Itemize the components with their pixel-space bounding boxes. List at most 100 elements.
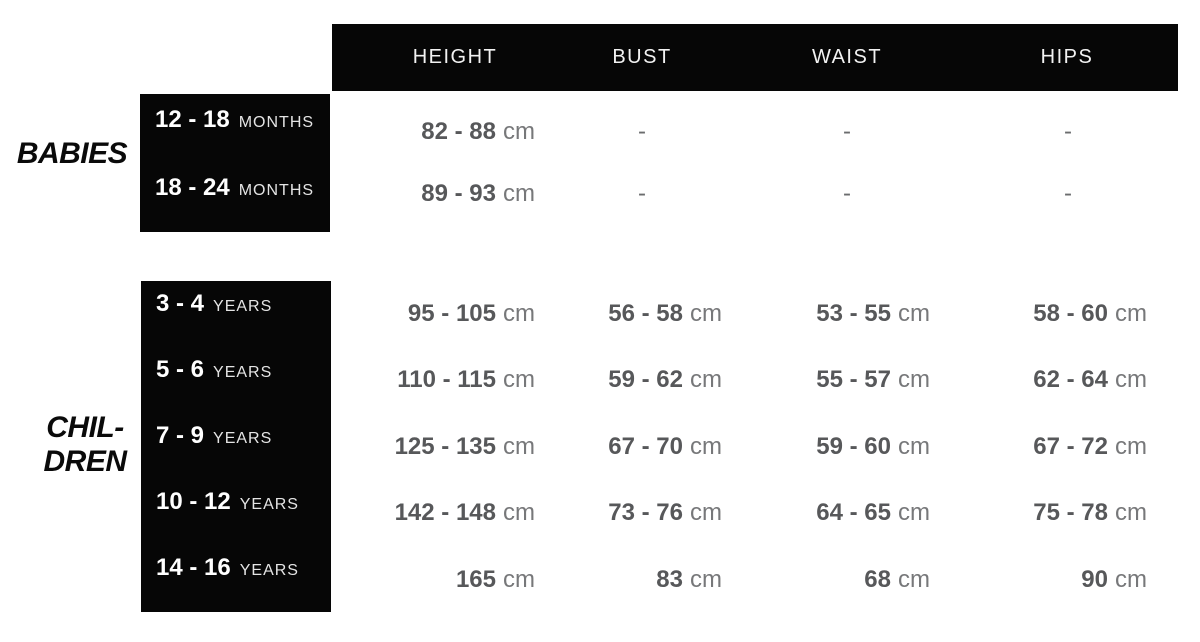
value: 90 [1081, 566, 1108, 593]
unit-label: cm [503, 300, 535, 327]
table-header-bar: HEIGHT BUST WAIST HIPS [332, 24, 1178, 91]
babies-section-label: BABIES [16, 137, 128, 170]
unit-label: cm [690, 499, 722, 526]
unit-label: cm [1115, 300, 1147, 327]
age-unit: YEARS [213, 298, 273, 315]
unit-label: cm [898, 300, 930, 327]
cell-hips-babies-0: - [1064, 118, 1072, 145]
value: 73 - 76 [608, 499, 683, 526]
cell-waist-children-3: 64 - 65 cm [700, 498, 930, 528]
age-range: 5 - 6 [156, 356, 205, 383]
cell-bust-children-2: 67 - 70 cm [492, 432, 722, 462]
unit-label: cm [898, 566, 930, 593]
unit-label: cm [898, 366, 930, 393]
cell-hips-children-0: 58 - 60 cm [917, 299, 1147, 329]
value: 125 - 135 [394, 433, 496, 460]
cell-hips-children-2: 67 - 72 cm [917, 432, 1147, 462]
value: 165 [455, 566, 496, 593]
cell-bust-babies-0: - [638, 118, 646, 145]
cell-height-children-0: 95 - 105 cm [305, 299, 535, 329]
children-label-line2: DREN [43, 445, 127, 478]
age-range: 3 - 4 [156, 290, 205, 317]
unit-label: cm [1115, 433, 1147, 460]
age-row-14-16-years: 14 - 16 YEARS [156, 553, 299, 583]
value: 64 - 65 [816, 499, 891, 526]
cell-height-children-2: 125 - 135 cm [305, 432, 535, 462]
cell-waist-children-1: 55 - 57 cm [700, 365, 930, 395]
value: 83 [656, 566, 683, 593]
cell-bust-children-1: 59 - 62 cm [492, 365, 722, 395]
cell-height-children-4: 165 cm [305, 565, 535, 595]
age-range: 12 - 18 [155, 106, 230, 133]
column-header-waist: WAIST [811, 46, 883, 68]
age-unit: YEARS [213, 364, 273, 381]
age-unit: YEARS [213, 430, 273, 447]
age-unit: MONTHS [238, 114, 315, 131]
children-age-box: 3 - 4 YEARS 5 - 6 YEARS 7 - 9 YEARS 10 -… [141, 281, 331, 612]
column-header-bust: BUST [612, 46, 672, 68]
cell-waist-children-2: 59 - 60 cm [700, 432, 930, 462]
value: 59 - 60 [816, 433, 891, 460]
cell-hips-children-3: 75 - 78 cm [917, 498, 1147, 528]
age-range: 18 - 24 [155, 174, 230, 201]
value: 142 - 148 [394, 499, 496, 526]
value: 55 - 57 [816, 366, 891, 393]
unit-label: cm [503, 118, 535, 145]
age-unit: MONTHS [238, 182, 315, 199]
cell-waist-children-4: 68 cm [700, 565, 930, 595]
unit-label: cm [1115, 366, 1147, 393]
value: 59 - 62 [608, 366, 683, 393]
unit-label: cm [690, 566, 722, 593]
age-row-12-18-months: 12 - 18 MONTHS [155, 105, 314, 135]
unit-label: cm [503, 180, 535, 207]
value: 56 - 58 [608, 300, 683, 327]
cell-bust-children-0: 56 - 58 cm [492, 299, 722, 329]
age-range: 7 - 9 [156, 422, 205, 449]
value: 53 - 55 [816, 300, 891, 327]
value: 110 - 115 [397, 366, 496, 393]
unit-label: cm [690, 433, 722, 460]
cell-waist-babies-1: - [843, 180, 851, 207]
cell-waist-babies-0: - [843, 118, 851, 145]
age-range: 14 - 16 [156, 554, 231, 581]
cell-height-babies-0: 82 - 88 cm [305, 117, 535, 147]
cell-waist-children-0: 53 - 55 cm [700, 299, 930, 329]
value: 67 - 72 [1033, 433, 1108, 460]
unit-label: cm [690, 366, 722, 393]
babies-age-box: 12 - 18 MONTHS 18 - 24 MONTHS [140, 94, 330, 232]
cell-hips-babies-1: - [1064, 180, 1072, 207]
age-unit: YEARS [239, 496, 299, 513]
age-row-18-24-months: 18 - 24 MONTHS [155, 173, 314, 203]
unit-label: cm [503, 566, 535, 593]
children-section-label: CHIL- DREN [30, 411, 140, 479]
unit-label: cm [503, 366, 535, 393]
value: 82 - 88 [421, 118, 496, 145]
unit-label: cm [1115, 566, 1147, 593]
age-row-3-4-years: 3 - 4 YEARS [156, 289, 272, 319]
value: 75 - 78 [1033, 499, 1108, 526]
column-header-height: HEIGHT [412, 46, 498, 68]
cell-hips-children-4: 90 cm [917, 565, 1147, 595]
age-row-7-9-years: 7 - 9 YEARS [156, 421, 272, 451]
value: 58 - 60 [1033, 300, 1108, 327]
cell-hips-children-1: 62 - 64 cm [917, 365, 1147, 395]
children-label-line1: CHIL- [46, 411, 124, 444]
value: 68 [864, 566, 891, 593]
age-row-10-12-years: 10 - 12 YEARS [156, 487, 299, 517]
age-unit: YEARS [239, 562, 299, 579]
unit-label: cm [503, 499, 535, 526]
cell-bust-children-4: 83 cm [492, 565, 722, 595]
value: 95 - 105 [407, 300, 496, 327]
age-range: 10 - 12 [156, 488, 231, 515]
value: 62 - 64 [1033, 366, 1108, 393]
value: 89 - 93 [421, 180, 496, 207]
unit-label: cm [1115, 499, 1147, 526]
unit-label: cm [503, 433, 535, 460]
cell-height-children-1: 110 - 115 cm [305, 365, 535, 395]
unit-label: cm [898, 499, 930, 526]
age-row-5-6-years: 5 - 6 YEARS [156, 355, 272, 385]
cell-height-babies-1: 89 - 93 cm [305, 179, 535, 209]
unit-label: cm [898, 433, 930, 460]
cell-height-children-3: 142 - 148 cm [305, 498, 535, 528]
